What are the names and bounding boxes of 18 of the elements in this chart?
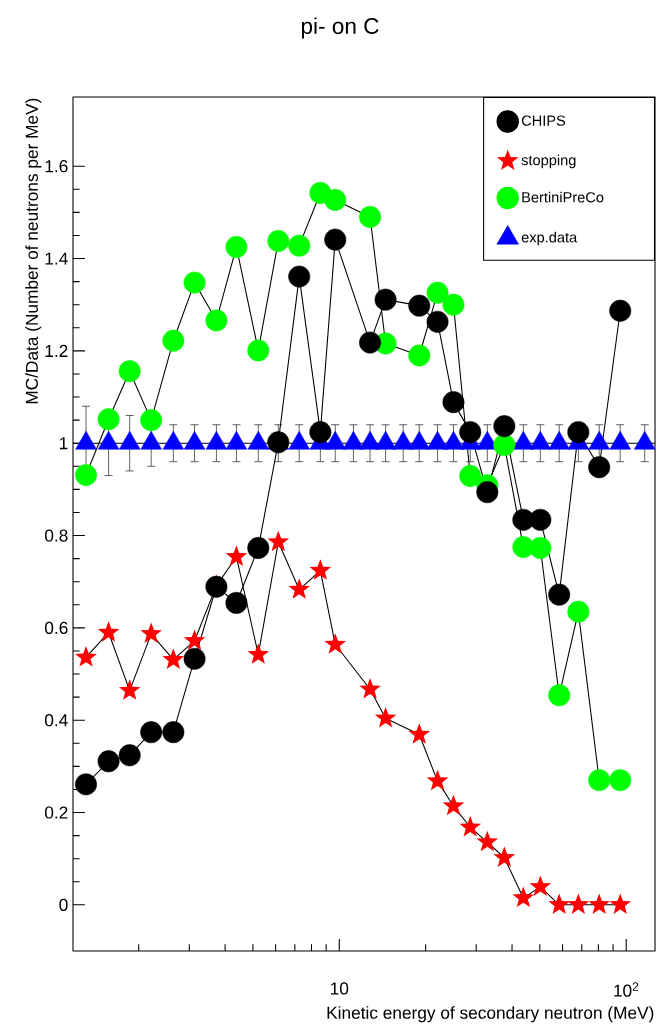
legend-label: BertiniPreCo — [522, 191, 604, 203]
y-tick-label: 0.6 — [44, 621, 68, 634]
y-axis-title: MC/Data (Number of neutrons per MeV) — [25, 98, 42, 404]
legend-label: CHIPS — [521, 115, 566, 126]
y-tick-label: 0.4 — [44, 714, 68, 727]
y-tick-label: 0.8 — [44, 529, 68, 542]
legend-label: stopping — [521, 154, 576, 169]
legend-label: exp.data — [521, 231, 578, 246]
x-tick-label: 10$^{2}$ — [614, 982, 639, 997]
y-tick-label: 0.2 — [44, 806, 68, 819]
y-tick-label: 1 — [60, 437, 68, 450]
y-tick-label: 1.2 — [45, 344, 68, 357]
x-axis-title: Kinetic energy of secondary neutron (MeV) — [327, 1006, 654, 1023]
x-tick-label: 10 — [331, 982, 349, 995]
y-tick-label: 0 — [59, 898, 68, 911]
y-tick-label: 1.6 — [45, 160, 68, 173]
chart-title: pi- on C — [301, 17, 379, 39]
y-tick-label: 1.4 — [45, 252, 68, 265]
